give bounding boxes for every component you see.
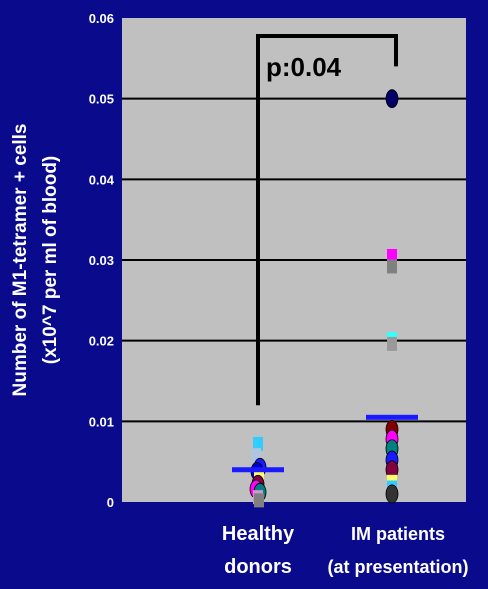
category-labels: Healthy donors IM patients (at presentation…: [222, 523, 469, 578]
y-tick-labels: 0 0.01 0.02 0.03 0.04 0.05 0.06: [89, 11, 115, 510]
y-axis-label-line2: (x10^7 per ml of blood): [40, 156, 61, 365]
p-value-annotation: p:0.04: [266, 52, 342, 82]
data-point: [387, 336, 397, 351]
y-tick-label: 0: [107, 495, 114, 510]
bracket-line: [256, 34, 398, 406]
data-point: [251, 448, 261, 463]
data-point: [387, 259, 397, 274]
gridlines: [122, 97, 466, 423]
x-category-label-line2: donors: [224, 556, 292, 578]
data-point: [385, 484, 399, 504]
data-point: [385, 89, 399, 109]
data-point: [387, 248, 397, 263]
median-line: [232, 467, 284, 473]
median-line: [366, 414, 418, 420]
y-tick-label: 0.04: [89, 172, 115, 187]
y-tick-label: 0.01: [89, 414, 114, 429]
x-category-label-line1: IM patients: [351, 524, 445, 544]
y-axis-label-line1: Number of M1-tetramer + cells: [10, 124, 31, 397]
y-tick-label: 0.03: [89, 253, 114, 268]
y-tick-label: 0.02: [89, 334, 114, 349]
y-tick-label: 0.06: [89, 11, 114, 26]
x-category-label-line2: (at presentation): [327, 557, 468, 577]
significance-bracket: [256, 34, 398, 406]
data-point: [253, 436, 263, 451]
x-category-label-line1: Healthy: [222, 523, 295, 545]
median-lines: [232, 414, 418, 473]
data-point: [254, 493, 264, 508]
y-tick-label: 0.05: [89, 92, 114, 107]
